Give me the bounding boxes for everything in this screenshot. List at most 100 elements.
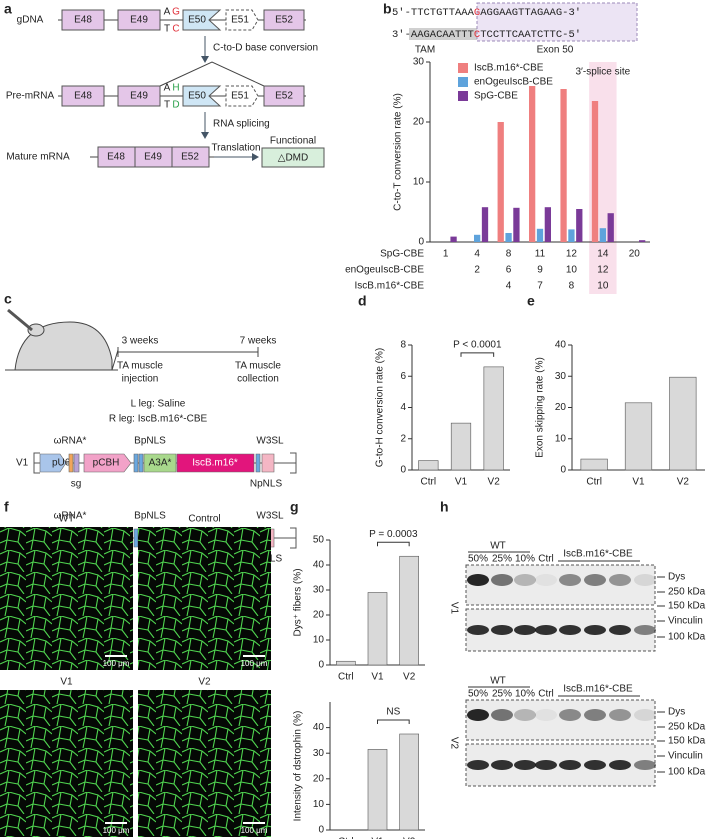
significance-label: P < 0.0001 — [453, 340, 502, 351]
y-tick-label: 6 — [400, 371, 406, 382]
bar — [513, 207, 520, 242]
mouse-leg — [111, 349, 119, 371]
position-label: 4 — [506, 281, 512, 292]
y-tick-label: 40 — [555, 340, 567, 351]
annotation: 3′-splice site — [576, 67, 631, 78]
band — [535, 709, 557, 721]
seq-part: AGGAAGTTAGAAG-3′ — [480, 7, 581, 19]
y-tick-label: 10 — [313, 635, 325, 646]
x-tick-label: Ctrl — [586, 477, 602, 488]
annotation: sg — [71, 479, 82, 490]
position-label: 9 — [537, 265, 543, 276]
y-tick-label: 0 — [318, 660, 324, 671]
annotation: BpNLS — [134, 511, 166, 522]
band — [634, 709, 656, 721]
bar — [639, 240, 646, 242]
bar — [336, 660, 356, 666]
y-tick-label: 30 — [555, 371, 567, 382]
annotation: NpNLS — [250, 479, 283, 490]
position-label: 10 — [566, 265, 578, 276]
nls — [255, 453, 261, 473]
annotation: ωRNA* — [54, 511, 87, 522]
image-label: V2 — [198, 677, 211, 688]
base: C — [172, 24, 179, 35]
band — [467, 625, 489, 635]
bar — [418, 460, 439, 471]
band — [584, 574, 606, 586]
band — [491, 760, 513, 770]
exon — [117, 85, 161, 107]
bar — [568, 229, 575, 242]
base: A — [164, 7, 171, 18]
marker-label: 150 kDa — [668, 601, 706, 612]
bar — [529, 86, 536, 242]
splice-arc — [159, 61, 265, 87]
bar — [591, 101, 599, 242]
group-label: WT — [490, 541, 506, 552]
position-label: 12 — [597, 265, 609, 276]
exon-label: E52 — [275, 15, 293, 26]
seq-part: 3′-AAGACAATTT — [392, 29, 474, 41]
y-tick-label: 0 — [560, 465, 566, 476]
bar — [624, 402, 653, 471]
exon-label: E48 — [107, 152, 125, 163]
bar — [497, 122, 504, 242]
step-label: C-to-D base conversion — [213, 43, 318, 54]
seq-part: 5′-TTCTGTTAAA — [392, 7, 475, 19]
band — [609, 760, 631, 770]
exon — [225, 85, 259, 107]
lane-label: 25% — [492, 689, 512, 700]
image-label: V1 — [60, 677, 73, 688]
mouse-ear — [27, 323, 45, 337]
band — [535, 625, 557, 635]
group-label: L leg: Saline — [131, 399, 186, 410]
marker-label: 150 kDa — [668, 736, 706, 747]
bar — [481, 207, 489, 242]
significance-label: NS — [386, 707, 400, 718]
y-tick-label: 10 — [413, 177, 425, 188]
row-label: enOgeuIscB-CBE — [345, 265, 424, 276]
gene — [176, 453, 255, 473]
promoter — [83, 453, 132, 473]
y-tick-label: 30 — [313, 585, 325, 596]
blot-name: V2 — [448, 737, 459, 750]
position-label: 6 — [506, 265, 512, 276]
position-label: 10 — [597, 281, 609, 292]
step-label: collection — [237, 374, 279, 385]
marker-label: 100 kDa — [668, 767, 706, 778]
panel-letter: g — [290, 499, 299, 515]
y-axis-label: G-to-H conversion rate (%) — [375, 348, 386, 467]
exon-label: E49 — [144, 152, 162, 163]
y-tick-label: 8 — [400, 340, 406, 351]
micrograph — [0, 690, 133, 837]
marker-label: Dys — [668, 572, 685, 583]
position-label: 14 — [597, 249, 609, 260]
sequence: 3′-AAGACAATTTCTCCTTCAATCTTC-5′ — [392, 29, 581, 41]
exon — [225, 9, 259, 31]
marker-label: Vinculin — [668, 751, 703, 762]
group-label: WT — [490, 676, 506, 687]
band — [609, 625, 631, 635]
exon-label: E49 — [130, 15, 148, 26]
seq-part: TCCTTCAATCTTC-5′ — [480, 29, 581, 41]
image-label: Control — [188, 514, 220, 525]
panel-f: WT 100 μm Control 100 μm V1 100 μm V2 100 μm — [0, 514, 271, 837]
y-tick-label: 40 — [313, 560, 325, 571]
panel-letter: b — [383, 1, 392, 17]
lane-label: 10% — [515, 689, 535, 700]
y-tick-label: 50 — [313, 535, 325, 546]
exon-label: E52 — [275, 91, 293, 102]
scale-label: 100 μm — [241, 659, 268, 668]
blot-name: V1 — [448, 602, 459, 615]
scale-label: 100 μm — [103, 659, 130, 668]
x-tick-label: V2 — [677, 477, 690, 488]
band — [634, 760, 656, 770]
time-label: 7 weeks — [240, 336, 277, 347]
band — [634, 574, 656, 586]
y-tick-label: 20 — [413, 117, 425, 128]
lane-label: Ctrl — [538, 689, 554, 700]
y-tick-label: 0 — [418, 237, 424, 248]
legend-label: IscB.m16*-CBE — [474, 63, 544, 74]
bar — [399, 733, 419, 831]
